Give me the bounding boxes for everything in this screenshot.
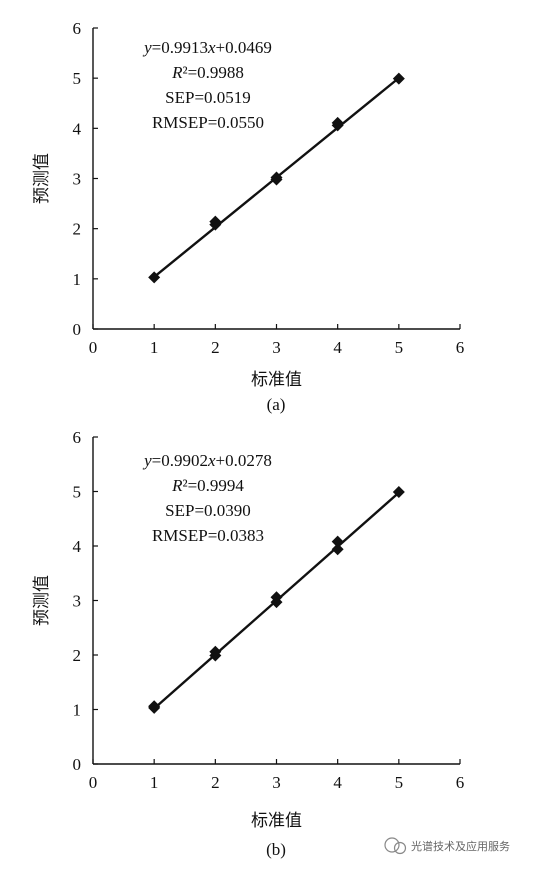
x-tick-label: 6 bbox=[456, 773, 465, 792]
y-tick-label: 5 bbox=[73, 69, 82, 88]
y-tick-label: 2 bbox=[73, 646, 82, 665]
x-tick-label: 4 bbox=[333, 773, 342, 792]
r-squared: R²=0.9988 bbox=[171, 63, 244, 82]
data-point bbox=[270, 171, 283, 184]
rmsep-value: RMSEP=0.0383 bbox=[152, 526, 264, 545]
x-tick-label: 2 bbox=[211, 338, 220, 357]
data-point bbox=[392, 486, 405, 499]
panel-label: (a) bbox=[267, 395, 286, 414]
wechat-logo-icon-bubble bbox=[393, 841, 407, 855]
watermark: 光谱技术及应用服务 bbox=[384, 837, 510, 855]
wechat-logo-icon bbox=[384, 837, 400, 853]
y-tick-label: 6 bbox=[73, 19, 82, 38]
x-tick-label: 6 bbox=[456, 338, 465, 357]
rmsep-value: RMSEP=0.0550 bbox=[152, 113, 264, 132]
y-tick-label: 6 bbox=[73, 428, 82, 447]
x-tick-label: 3 bbox=[272, 773, 281, 792]
regression-equation: y=0.9902x+0.0278 bbox=[142, 451, 272, 470]
data-point bbox=[148, 271, 161, 284]
x-tick-label: 4 bbox=[333, 338, 342, 357]
x-tick-label: 2 bbox=[211, 773, 220, 792]
x-tick-label: 5 bbox=[395, 338, 404, 357]
data-point bbox=[331, 535, 344, 548]
sep-value: SEP=0.0390 bbox=[165, 501, 251, 520]
y-tick-label: 2 bbox=[73, 220, 82, 239]
y-tick-label: 1 bbox=[73, 270, 82, 289]
x-axis-title: 标准值 bbox=[251, 370, 302, 390]
y-axis-title: 预测值 bbox=[32, 575, 52, 626]
data-point bbox=[209, 645, 222, 658]
x-tick-label: 3 bbox=[272, 338, 281, 357]
data-point bbox=[209, 215, 222, 228]
data-point bbox=[331, 116, 344, 129]
y-tick-label: 1 bbox=[73, 701, 82, 720]
sep-value: SEP=0.0519 bbox=[165, 88, 251, 107]
data-point bbox=[392, 72, 405, 85]
y-tick-label: 0 bbox=[73, 320, 82, 339]
x-axis-title: 标准值 bbox=[251, 811, 302, 831]
chart-panel-a: 0 1 2 3 4 5 6 0 1 2 3 4 5 6 y=0.9913x+0.0469 R²=0.9988 S… bbox=[32, 19, 464, 414]
x-tick-label: 1 bbox=[150, 338, 159, 357]
y-tick-label: 0 bbox=[73, 755, 82, 774]
panel-label: (b) bbox=[266, 840, 286, 859]
x-tick-label: 5 bbox=[395, 773, 404, 792]
y-tick-label: 4 bbox=[73, 119, 82, 138]
y-tick-label: 3 bbox=[73, 170, 82, 189]
y-tick-label: 5 bbox=[73, 483, 82, 502]
r-squared: R²=0.9994 bbox=[171, 476, 244, 495]
y-tick-label: 3 bbox=[73, 592, 82, 611]
watermark-text: 光谱技术及应用服务 bbox=[411, 839, 510, 853]
regression-equation: y=0.9913x+0.0469 bbox=[142, 38, 272, 57]
x-tick-label: 0 bbox=[89, 773, 98, 792]
y-axis-title: 预测值 bbox=[32, 153, 52, 204]
y-tick-label: 4 bbox=[73, 537, 82, 556]
x-tick-label: 0 bbox=[89, 338, 98, 357]
data-point bbox=[148, 700, 161, 713]
data-point bbox=[270, 591, 283, 604]
chart-panel-b: 0 1 2 3 4 5 6 0 1 2 3 4 5 6 y=0.9902x+0.0278 R²=0.9994 S… bbox=[32, 428, 464, 859]
x-tick-label: 1 bbox=[150, 773, 159, 792]
data-point bbox=[331, 543, 344, 556]
